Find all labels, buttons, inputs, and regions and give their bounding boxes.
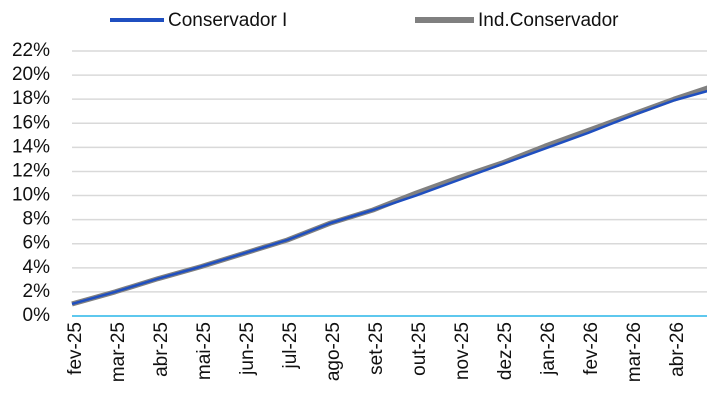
x-tick-label: mar-26	[624, 322, 645, 382]
x-tick-label: mar-25	[108, 322, 129, 382]
x-tick-label: dez-25	[495, 322, 516, 380]
y-tick-label: 8%	[23, 209, 51, 230]
y-tick-label: 12%	[12, 160, 50, 181]
x-tick-label: abr-26	[667, 322, 688, 377]
x-tick-label: jul-25	[280, 322, 301, 369]
legend-label: Ind.Conservador	[478, 10, 619, 31]
y-tick-label: 22%	[12, 40, 50, 61]
series-line	[71, 85, 707, 307]
legend-label: Conservador I	[168, 10, 287, 31]
x-tick-label: out-25	[409, 322, 430, 376]
y-tick-label: 16%	[12, 112, 50, 133]
y-tick-label: 4%	[23, 257, 51, 278]
y-tick-label: 18%	[12, 88, 50, 109]
x-tick-label: jan-26	[538, 322, 559, 376]
y-tick-label: 2%	[23, 281, 51, 302]
y-tick-label: 0%	[23, 305, 51, 326]
x-tick-label: fev-25	[65, 322, 86, 375]
y-tick-label: 6%	[23, 233, 51, 254]
x-tick-label: fev-26	[581, 322, 602, 375]
x-tick-label: nov-25	[452, 322, 473, 380]
x-tick-label: jun-25	[237, 322, 258, 376]
series-line	[71, 89, 707, 306]
x-tick-label: ago-25	[323, 322, 344, 381]
y-tick-label: 14%	[12, 136, 50, 157]
y-tick-label: 20%	[12, 64, 50, 85]
x-tick-label: set-25	[366, 322, 387, 375]
y-tick-label: 10%	[12, 185, 50, 206]
x-tick-label: mai-25	[194, 322, 215, 380]
x-tick-label: abr-25	[151, 322, 172, 377]
